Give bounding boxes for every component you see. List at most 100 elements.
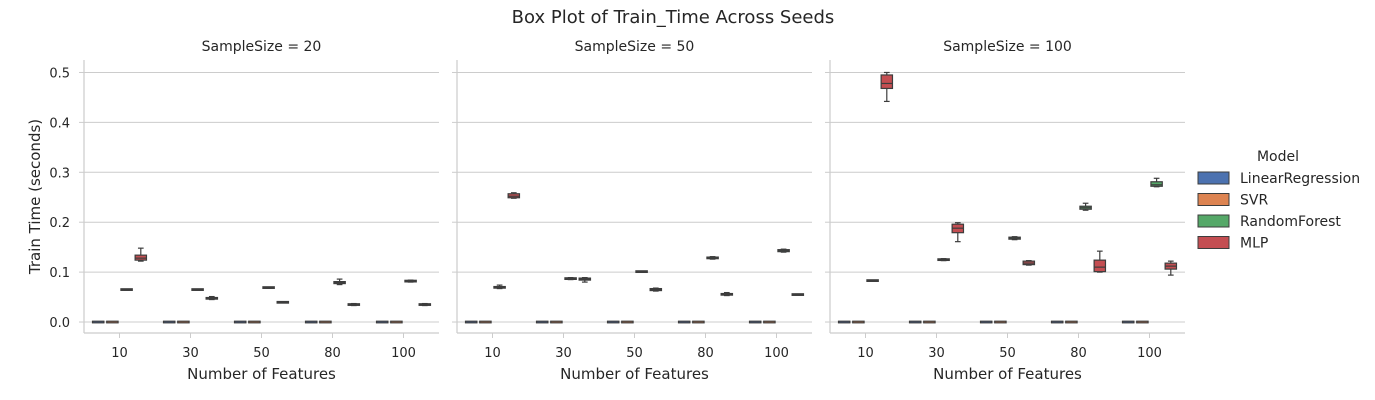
box-mlp [1164, 260, 1178, 276]
panel-1: 0.0 0.1 0.2 0.3 0.4 0.5 10 30 50 80 100 SampleSize … [49, 39, 439, 383]
box-svr [692, 320, 705, 324]
box-mlp [720, 291, 734, 297]
box-svr [319, 320, 332, 324]
legend-swatch [1197, 214, 1230, 228]
box-body [1093, 259, 1107, 273]
box-mlp [880, 71, 894, 103]
x-tick-label: 50 [999, 346, 1016, 361]
box-randomforest [635, 270, 648, 274]
x-tick-label: 50 [253, 346, 270, 361]
box-randomforest [1079, 202, 1092, 211]
legend: Model LinearRegression SVR RandomForest MLP [1197, 149, 1360, 252]
legend-item-svr: SVR [1197, 193, 1268, 209]
box-svr [621, 320, 634, 324]
box-mlp [649, 287, 663, 292]
x-tick-label: 30 [555, 346, 572, 361]
box-mlp [1093, 250, 1107, 273]
box-randomforest [937, 258, 950, 262]
legend-label: LinearRegression [1240, 171, 1360, 187]
box-linearregression [677, 320, 691, 324]
x-tick-label: 10 [857, 346, 874, 361]
legend-swatch [1197, 171, 1230, 185]
legend-label: SVR [1240, 193, 1268, 209]
box-mlp [507, 192, 521, 199]
box-randomforest [706, 256, 719, 260]
box-linearregression [464, 320, 478, 324]
box-linearregression [837, 320, 851, 324]
legend-label: MLP [1240, 236, 1268, 252]
box-svr [177, 320, 190, 324]
y-tick-label: 0.3 [49, 166, 70, 181]
box-linearregression [375, 320, 389, 324]
y-tick-label: 0.4 [49, 116, 70, 131]
box-body [880, 74, 894, 90]
box-svr [390, 320, 403, 324]
x-tick-label: 80 [697, 346, 714, 361]
legend-swatch [1197, 236, 1230, 249]
box-svr [106, 320, 119, 324]
legend-label: RandomForest [1240, 214, 1341, 230]
y-tick-label: 0.5 [49, 66, 70, 81]
box-linearregression [535, 320, 549, 324]
box-mlp [205, 295, 219, 301]
x-tick-label: 80 [1070, 346, 1087, 361]
panel-title: SampleSize = 100 [943, 39, 1072, 55]
x-tick-label: 100 [391, 346, 416, 361]
box-mlp [951, 222, 965, 243]
panels: 0.0 0.1 0.2 0.3 0.4 0.5 10 30 50 80 100 SampleSize … [26, 39, 1185, 383]
panel-title: SampleSize = 20 [202, 39, 322, 55]
y-tick-label: 0.1 [49, 266, 70, 281]
box-randomforest [1008, 236, 1021, 241]
x-tick-label: 50 [626, 346, 643, 361]
box-randomforest [777, 248, 790, 253]
box-mlp [347, 302, 361, 307]
x-tick-label: 30 [928, 346, 945, 361]
x-tick-label: 10 [111, 346, 128, 361]
box-randomforest [1150, 177, 1163, 188]
legend-title: Model [1257, 149, 1299, 165]
box-svr [1065, 320, 1078, 324]
box-randomforest [191, 288, 204, 291]
legend-item-randomforest: RandomForest [1197, 214, 1341, 230]
box-svr [1136, 320, 1149, 324]
box-randomforest [120, 288, 133, 291]
box-svr [994, 320, 1007, 324]
y-axis-label: Train Time (seconds) [26, 119, 44, 275]
box-linearregression [1121, 320, 1135, 324]
box-randomforest [333, 278, 346, 286]
box-svr [479, 320, 492, 324]
x-axis-label: Number of Features [187, 365, 336, 383]
box-mlp [791, 293, 805, 296]
box-randomforest [493, 284, 506, 290]
box-linearregression [91, 320, 105, 324]
legend-swatch [1197, 193, 1230, 206]
box-svr [923, 320, 936, 324]
x-axis-label: Number of Features [560, 365, 709, 383]
box-body [1150, 181, 1163, 187]
x-tick-label: 100 [764, 346, 789, 361]
x-tick-label: 30 [182, 346, 199, 361]
box-linearregression [748, 320, 762, 324]
panel-3: 10 30 50 80 100 SampleSize = 100 Number of Fea… [825, 39, 1185, 383]
box-linearregression [979, 320, 993, 324]
box-mlp [1022, 260, 1036, 266]
box-mlp [134, 247, 148, 262]
box-randomforest [866, 279, 879, 282]
box-randomforest [404, 279, 417, 283]
panel-2: 10 30 50 80 100 SampleSize = 50 Number of Feat… [452, 39, 812, 383]
box-linearregression [908, 320, 922, 324]
box-linearregression [606, 320, 620, 324]
x-tick-label: 80 [324, 346, 341, 361]
box-linearregression [162, 320, 176, 324]
box-svr [550, 320, 563, 324]
box-linearregression [1050, 320, 1064, 324]
legend-item-mlp: MLP [1197, 236, 1268, 252]
x-axis-label: Number of Features [933, 365, 1082, 383]
box-svr [248, 320, 261, 324]
box-svr [852, 320, 865, 324]
box-mlp [578, 277, 592, 283]
box-linearregression [304, 320, 318, 324]
box-mlp [418, 302, 432, 307]
x-tick-label: 10 [484, 346, 501, 361]
